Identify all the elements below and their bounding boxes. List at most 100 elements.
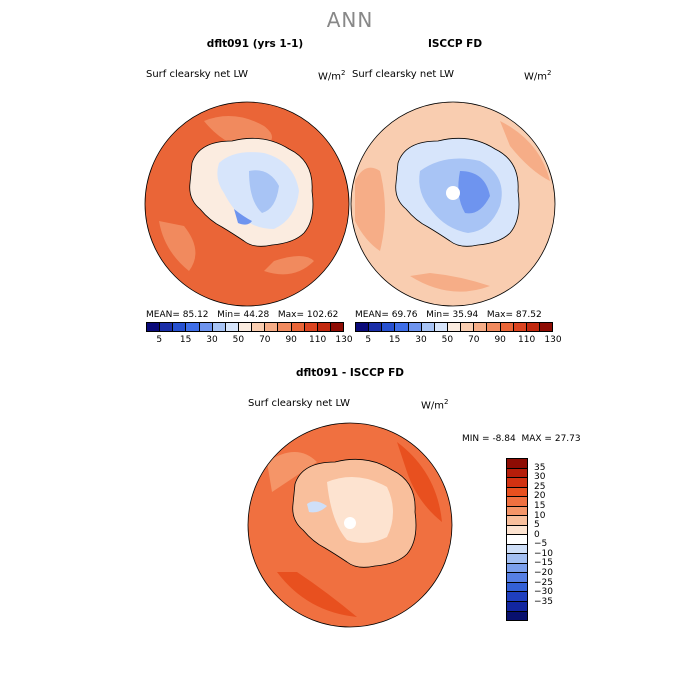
colorbar-tick-label: 5 bbox=[534, 520, 540, 531]
colorbar-swatch bbox=[507, 535, 527, 545]
colorbar-tick-label: 20 bbox=[534, 491, 546, 502]
panel2-ocean-patch-1 bbox=[355, 167, 385, 251]
panel3-title: dflt091 - ISCCP FD bbox=[295, 367, 405, 379]
panel1-ocean-patch-3 bbox=[264, 256, 314, 275]
panel2-land-cool-2 bbox=[458, 171, 490, 214]
colorbar-tick-label: 15 bbox=[534, 500, 546, 511]
panel1-map-border bbox=[144, 101, 350, 307]
colorbar-swatch bbox=[395, 323, 409, 331]
page-title: ANN bbox=[326, 8, 374, 32]
colorbar-swatch bbox=[507, 592, 527, 602]
colorbar-tick-label: 70 bbox=[468, 335, 480, 345]
panel2-map-border bbox=[350, 101, 556, 307]
colorbar-swatch bbox=[526, 323, 540, 331]
colorbar-tick-label: 30 bbox=[415, 335, 427, 345]
colorbar-swatch bbox=[265, 323, 279, 331]
colorbar-tick-label: −20 bbox=[534, 568, 553, 579]
colorbar-tick-label: 130 bbox=[544, 335, 562, 345]
colorbar-swatch bbox=[382, 323, 396, 331]
panel2-subtitle: Surf clearsky net LW bbox=[352, 69, 455, 80]
colorbar-swatch bbox=[147, 323, 161, 331]
colorbar-tick-label: 110 bbox=[309, 335, 327, 345]
colorbar-tick-label: 5 bbox=[365, 335, 372, 345]
panel3-units: W/m2 bbox=[421, 398, 449, 412]
colorbar-swatch bbox=[173, 323, 187, 331]
colorbar-swatch bbox=[238, 323, 253, 331]
colorbar-swatch bbox=[507, 601, 527, 612]
panel3-polar-map bbox=[247, 422, 453, 628]
colorbar-tick-label: 10 bbox=[534, 510, 546, 521]
colorbar-swatch bbox=[507, 554, 527, 564]
colorbar-swatch bbox=[461, 323, 475, 331]
colorbar-swatch bbox=[507, 478, 527, 488]
colorbar-tick-label: −15 bbox=[534, 558, 553, 569]
colorbar-swatch bbox=[507, 506, 527, 517]
panel1-ocean-patch-2 bbox=[159, 221, 196, 271]
panel1-polar-map bbox=[144, 101, 350, 307]
panel1-land-cool-3 bbox=[234, 209, 252, 225]
colorbar-swatch bbox=[225, 323, 239, 331]
colorbar-swatch bbox=[421, 323, 435, 331]
panel2-colorbar: 5 15 30 50 70 90 110 130 bbox=[355, 322, 562, 345]
colorbar-tick-label: 50 bbox=[232, 335, 245, 345]
colorbar-swatch bbox=[513, 323, 527, 331]
colorbar-swatch bbox=[408, 323, 422, 331]
colorbar-swatch bbox=[212, 323, 226, 331]
colorbar-swatch bbox=[507, 582, 527, 593]
panel2-units: W/m2 bbox=[524, 69, 552, 83]
colorbar-tick-label: −10 bbox=[534, 548, 553, 559]
panel2-stats: MEAN= 69.76 Min= 35.94 Max= 87.52 bbox=[355, 310, 542, 320]
colorbar-swatch bbox=[500, 323, 514, 331]
panel3-subtitle: Surf clearsky net LW bbox=[248, 398, 351, 409]
panel3-land-light-1 bbox=[327, 477, 393, 543]
panel3-colorbar: 35 30 25 20 15 10 5 0 −5 −10 −15 −20 −25 −30 −35 bbox=[506, 458, 553, 621]
colorbar-tick-label: −5 bbox=[534, 539, 548, 550]
panel3-ocean-patch-3 bbox=[277, 572, 357, 617]
panel1-title: dflt091 (yrs 1-1) bbox=[206, 38, 304, 50]
panel3-ocean-patch-2 bbox=[397, 442, 442, 522]
colorbar-swatch bbox=[199, 323, 213, 331]
panel2-ocean-patch-2 bbox=[500, 121, 550, 181]
panel1-colorbar: 5 15 30 50 70 90 110 130 bbox=[146, 322, 353, 345]
colorbar-swatch bbox=[252, 323, 266, 331]
panel3-map-border bbox=[247, 422, 453, 628]
panel1-units: W/m2 bbox=[318, 69, 346, 83]
panel2-ocean-patch-3 bbox=[410, 273, 490, 292]
colorbar-swatch bbox=[160, 323, 174, 331]
colorbar-swatch bbox=[278, 323, 292, 331]
colorbar-swatch bbox=[507, 468, 527, 479]
colorbar-tick-label: 15 bbox=[179, 335, 192, 345]
panel1-stats: MEAN= 85.12 Min= 44.28 Max= 102.62 bbox=[146, 310, 339, 320]
colorbar-tick-label: 30 bbox=[534, 472, 546, 483]
colorbar-swatch bbox=[186, 323, 200, 331]
colorbar-tick-label: −35 bbox=[534, 596, 553, 607]
panel3-missing-data-pole bbox=[344, 517, 356, 529]
panel3-land-cool-1 bbox=[307, 501, 327, 513]
panel2-missing-data-pole bbox=[446, 186, 460, 200]
colorbar-tick-label: −25 bbox=[534, 577, 553, 588]
colorbar-swatch bbox=[356, 323, 370, 331]
colorbar-swatch bbox=[507, 563, 527, 574]
colorbar-swatch bbox=[507, 573, 527, 583]
colorbar-swatch bbox=[330, 323, 344, 331]
colorbar-tick-label: 50 bbox=[441, 335, 454, 345]
colorbar-tick-label: 35 bbox=[534, 462, 546, 473]
colorbar-tick-label: 5 bbox=[156, 335, 163, 345]
colorbar-swatch bbox=[507, 611, 527, 621]
colorbar-swatch bbox=[447, 323, 462, 331]
colorbar-swatch bbox=[507, 525, 527, 536]
colorbar-swatch bbox=[317, 323, 331, 331]
colorbar-swatch bbox=[507, 516, 527, 526]
colorbar-swatch bbox=[507, 459, 527, 469]
colorbar-swatch bbox=[474, 323, 488, 331]
panel3-ocean-patch-1 bbox=[267, 452, 317, 492]
colorbar-tick-label: 30 bbox=[206, 335, 218, 345]
colorbar-swatch bbox=[304, 323, 318, 331]
colorbar-swatch bbox=[507, 487, 527, 498]
colorbar-tick-label: −30 bbox=[534, 587, 553, 598]
colorbar-swatch bbox=[369, 323, 383, 331]
colorbar-swatch bbox=[507, 544, 527, 555]
panel2-title: ISCCP FD bbox=[427, 38, 483, 50]
colorbar-swatch bbox=[507, 497, 527, 507]
panel1-land-cool-2 bbox=[249, 170, 279, 213]
